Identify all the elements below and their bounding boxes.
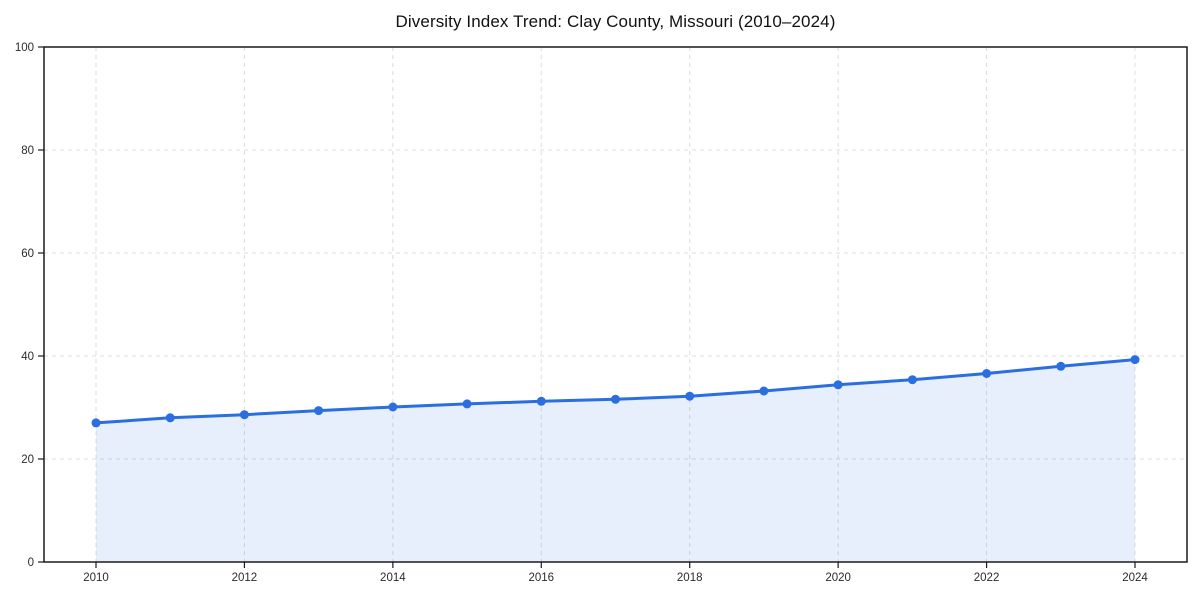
y-tick-label: 20 — [21, 454, 34, 466]
data-point — [91, 418, 101, 428]
data-point — [388, 402, 398, 412]
x-tick-label: 2020 — [825, 572, 851, 584]
y-tick-label: 100 — [15, 42, 34, 54]
area-fill — [96, 359, 1135, 562]
y-tick-label: 60 — [21, 248, 34, 260]
plot-border — [43, 46, 1188, 563]
data-point — [685, 391, 695, 401]
x-tick-label: 2012 — [232, 572, 258, 584]
data-point — [239, 410, 249, 420]
data-point — [536, 396, 546, 406]
x-tick-label: 2016 — [528, 572, 554, 584]
x-tick-label: 2018 — [677, 572, 703, 584]
x-tick-label: 2022 — [974, 572, 1000, 584]
data-point — [165, 413, 175, 423]
data-point — [759, 386, 769, 396]
data-point — [1130, 355, 1140, 365]
data-point — [907, 375, 917, 385]
x-tick-label: 2010 — [83, 572, 109, 584]
data-point — [314, 406, 324, 416]
data-point — [1056, 361, 1066, 371]
y-tick-label: 80 — [21, 145, 34, 157]
y-tick-label: 40 — [21, 351, 34, 363]
data-point — [833, 380, 843, 390]
data-point — [611, 394, 620, 404]
data-point — [462, 399, 472, 409]
chart-title: Diversity Index Trend: Clay County, Miss… — [395, 12, 836, 31]
data-point — [982, 369, 992, 378]
y-tick-label: 0 — [28, 557, 34, 569]
x-tick-label: 2024 — [1122, 572, 1148, 584]
x-tick-label: 2014 — [380, 572, 406, 584]
